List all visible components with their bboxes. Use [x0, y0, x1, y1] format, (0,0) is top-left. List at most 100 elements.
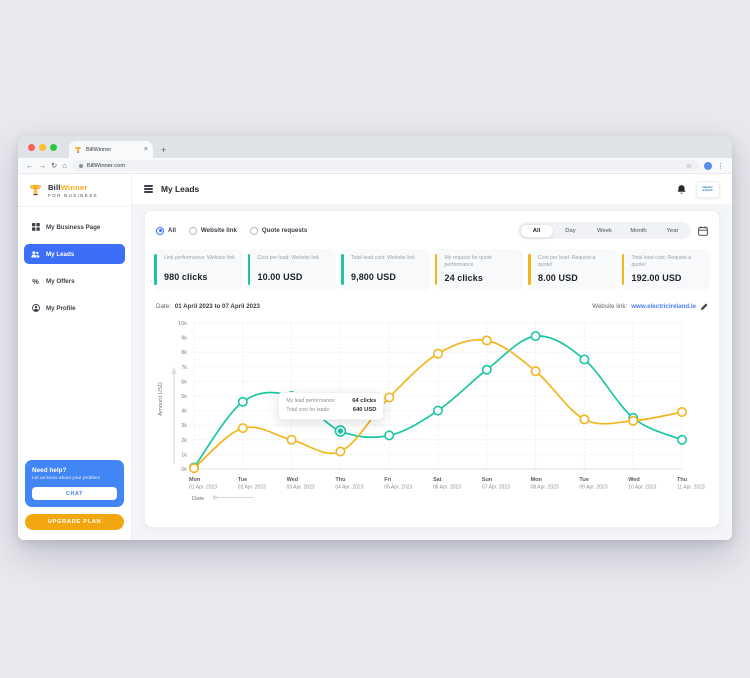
svg-text:06 Apr. 2023: 06 Apr. 2023	[433, 484, 461, 490]
header-right: electric ireland	[677, 180, 720, 198]
home-icon[interactable]: ⌂	[62, 160, 67, 170]
svg-text:2k: 2k	[181, 437, 187, 443]
accent-bar	[341, 254, 344, 285]
leads-card: All Website link Quote requests	[144, 210, 720, 528]
address-bar[interactable]: BillWinner.com ☆	[71, 160, 699, 171]
close-window-button[interactable]	[28, 144, 35, 151]
lead-type-radios: All Website link Quote requests	[156, 226, 307, 235]
app-logo: BillWinner For Business	[18, 174, 131, 207]
sidebar-spacer	[18, 325, 131, 460]
minimize-window-button[interactable]	[39, 144, 46, 151]
stat-total-lead-cost-quote: Total lead cost: Request a quote! 192.00…	[621, 249, 710, 290]
svg-text:Thu: Thu	[677, 477, 687, 483]
svg-text:Amount USD: Amount USD	[158, 382, 164, 416]
data-point[interactable]	[384, 429, 395, 440]
data-point[interactable]	[384, 392, 395, 403]
data-point[interactable]	[481, 335, 492, 346]
data-point[interactable]	[237, 422, 248, 433]
edit-pencil-icon[interactable]	[700, 303, 708, 311]
data-point[interactable]	[676, 434, 687, 445]
browser-tab[interactable]: BillWinner ×	[69, 141, 153, 158]
range-tab-day[interactable]: Day	[565, 227, 576, 234]
radio-website-link[interactable]: Website link	[188, 226, 237, 235]
data-point[interactable]	[432, 348, 443, 359]
bookmark-star-icon[interactable]: ☆	[686, 162, 692, 170]
svg-text:10k: 10k	[178, 321, 187, 327]
reload-icon[interactable]: ↻	[51, 160, 58, 170]
sidebar: BillWinner For Business My Business Page	[18, 174, 132, 540]
percent-icon: %	[32, 276, 39, 286]
radio-all[interactable]: All	[156, 226, 176, 235]
data-point[interactable]	[530, 330, 541, 341]
forward-icon[interactable]: →	[38, 160, 47, 170]
tab-close-icon[interactable]: ×	[143, 146, 148, 153]
trophy-favicon	[75, 146, 81, 153]
data-point[interactable]	[579, 413, 590, 424]
range-tab-month[interactable]: Month	[630, 227, 647, 234]
page-title: My Leads	[161, 184, 200, 194]
browser-menu-icon[interactable]: ⋮	[717, 162, 724, 170]
svg-text:11 Apr. 2023: 11 Apr. 2023	[677, 484, 705, 490]
data-point[interactable]	[579, 354, 590, 365]
stat-cost-per-lead-quote: Cost per lead: Request a quote! 8.00 USD	[528, 249, 617, 290]
svg-text:7k: 7k	[181, 364, 187, 370]
tab-title: BillWinner	[86, 146, 112, 153]
svg-text:Sat: Sat	[433, 477, 442, 483]
data-point[interactable]	[188, 462, 199, 473]
date-label: Date:	[156, 303, 171, 311]
stat-quote-performance: My request for quote performance 24 clic…	[434, 249, 523, 290]
back-icon[interactable]: ←	[26, 160, 34, 170]
sidebar-item-my-business-page[interactable]: My Business Page	[24, 217, 125, 237]
sidebar-item-label: My Offers	[46, 277, 75, 285]
help-subtitle: Let us know about your problem	[32, 475, 101, 481]
svg-text:02 Apr. 2023: 02 Apr. 2023	[238, 484, 266, 490]
svg-text:08 Apr. 2023: 08 Apr. 2023	[531, 484, 559, 490]
data-point[interactable]	[335, 446, 346, 457]
svg-text:6k: 6k	[181, 379, 187, 385]
range-tab-year[interactable]: Year	[666, 227, 679, 234]
svg-text:05 Apr. 2023: 05 Apr. 2023	[384, 484, 412, 490]
bell-icon[interactable]	[677, 184, 686, 194]
filter-row: All Website link Quote requests	[156, 222, 708, 239]
data-point[interactable]	[237, 396, 248, 407]
calendar-icon[interactable]	[698, 225, 708, 236]
svg-text:3k: 3k	[181, 423, 187, 429]
date-row: Date: 01 April 2023 to 07 April 2023 Web…	[156, 303, 708, 311]
data-point[interactable]	[530, 365, 541, 376]
radio-dot-icon	[188, 226, 197, 235]
site-security-icon	[78, 163, 83, 168]
browser-window: BillWinner × + ← → ↻ ⌂ BillWinner.com ☆ …	[18, 136, 732, 540]
stats-row: Link performance: Website link 980 click…	[154, 249, 710, 290]
chat-button[interactable]: CHAT	[32, 487, 117, 500]
sidebar-item-label: My Business Page	[46, 223, 101, 231]
browser-profile-avatar[interactable]	[704, 161, 712, 170]
data-point[interactable]	[628, 415, 639, 426]
maximize-window-button[interactable]	[50, 144, 57, 151]
svg-text:04 Apr. 2023: 04 Apr. 2023	[335, 484, 363, 490]
url-text: BillWinner.com	[86, 162, 126, 169]
range-tab-week[interactable]: Week	[597, 227, 612, 234]
sidebar-item-label: My Leads	[46, 250, 75, 258]
data-point[interactable]	[676, 406, 687, 417]
data-point[interactable]	[481, 364, 492, 375]
new-tab-button[interactable]: +	[161, 145, 167, 155]
menu-hamburger-icon[interactable]	[144, 185, 153, 193]
main-area: My Leads electric ireland	[132, 174, 732, 540]
data-point[interactable]	[432, 405, 443, 416]
sidebar-nav: My Business Page My Leads % My Offers	[18, 217, 131, 325]
sidebar-item-my-leads[interactable]: My Leads	[24, 244, 125, 264]
logo-subtitle: For Business	[48, 193, 98, 198]
svg-text:4k: 4k	[181, 408, 187, 414]
sidebar-item-my-profile[interactable]: My Profile	[24, 298, 125, 318]
help-card: Need help? Let us know about your proble…	[25, 459, 124, 507]
data-point[interactable]	[286, 434, 297, 445]
website-link-url[interactable]: www.electricireland.ie	[631, 303, 696, 311]
svg-text:Thu: Thu	[335, 477, 345, 483]
range-tab-all[interactable]: All	[519, 223, 554, 238]
radio-quote-requests[interactable]: Quote requests	[249, 226, 307, 235]
stat-total-lead-cost-website: Total lead cost: Website link 9,800 USD	[341, 249, 430, 290]
upgrade-plan-button[interactable]: UPGRADE PLAN	[25, 514, 124, 530]
users-icon	[31, 250, 40, 258]
sidebar-item-my-offers[interactable]: % My Offers	[24, 271, 125, 291]
